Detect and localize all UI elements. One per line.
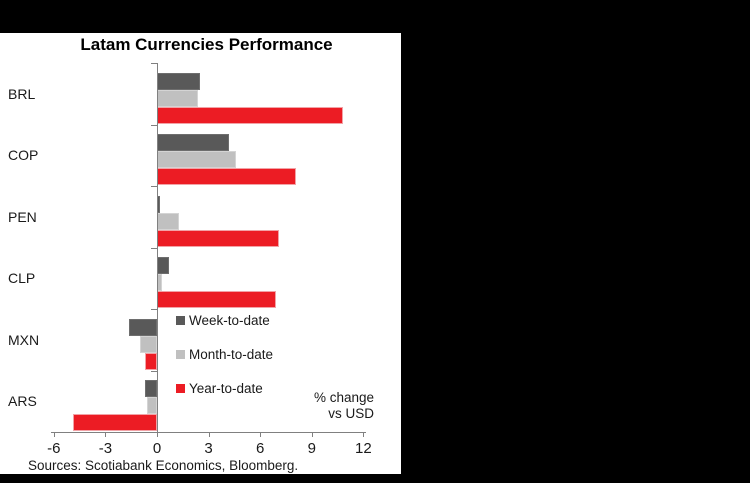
legend-item-week-to-date: Week-to-date bbox=[176, 312, 270, 329]
legend-swatch-year-to-date bbox=[176, 384, 185, 393]
category-label-BRL: BRL bbox=[8, 85, 36, 102]
category-boundary-tick bbox=[151, 370, 157, 372]
x-tick-label-9: 9 bbox=[307, 440, 316, 457]
axis-note-line-1: % change bbox=[313, 390, 374, 405]
bar-COP-year-to-date bbox=[157, 168, 297, 186]
category-label-COP: COP bbox=[8, 147, 39, 164]
bar-CLP-week-to-date bbox=[157, 257, 170, 274]
legend-swatch-month-to-date bbox=[176, 350, 185, 359]
legend-label: Week-to-date bbox=[189, 313, 270, 328]
bar-MXN-week-to-date bbox=[129, 318, 157, 336]
x-tick-label-12: 12 bbox=[355, 440, 372, 457]
bar-ARS-month-to-date bbox=[146, 397, 157, 415]
sources-caption: Sources: Scotiabank Economics, Bloomberg… bbox=[28, 458, 299, 473]
bar-MXN-month-to-date bbox=[139, 335, 157, 353]
category-boundary-tick bbox=[151, 247, 157, 249]
bar-PEN-month-to-date bbox=[157, 212, 180, 230]
bar-PEN-year-to-date bbox=[157, 229, 280, 247]
axis-note-line-2: vs USD bbox=[328, 406, 374, 421]
axis-note: % change vs USD bbox=[314, 390, 374, 422]
x-tick-label--6: -6 bbox=[47, 440, 61, 457]
bar-ARS-week-to-date bbox=[144, 380, 157, 397]
legend-swatch-week-to-date bbox=[176, 316, 185, 325]
x-axis-tick bbox=[105, 432, 107, 437]
category-boundary-tick bbox=[151, 309, 157, 310]
legend-item-year-to-date: Year-to-date bbox=[176, 380, 263, 397]
x-axis-tick bbox=[311, 432, 313, 437]
bar-BRL-month-to-date bbox=[157, 89, 199, 107]
bar-CLP-year-to-date bbox=[157, 291, 276, 309]
bar-BRL-year-to-date bbox=[157, 106, 343, 124]
x-tick-label-3: 3 bbox=[204, 440, 213, 457]
category-boundary-tick bbox=[151, 186, 157, 187]
legend-label: Year-to-date bbox=[189, 381, 263, 396]
bar-ARS-year-to-date bbox=[72, 414, 157, 432]
chart-title: Latam Currencies Performance bbox=[80, 35, 333, 54]
category-boundary-tick bbox=[151, 63, 157, 64]
plot-area: BRL COP PEN CLP MXN ARS -6 -3 0 3 6 9 12 bbox=[0, 33, 401, 474]
x-axis-tick bbox=[363, 432, 365, 437]
bar-COP-week-to-date bbox=[157, 134, 230, 151]
chart-panel: Latam Currencies Performance BRL COP PEN CL… bbox=[0, 33, 401, 474]
x-axis-tick bbox=[157, 432, 158, 437]
legend-item-month-to-date: Month-to-date bbox=[176, 346, 273, 363]
category-boundary-tick bbox=[151, 124, 157, 126]
category-label-CLP: CLP bbox=[8, 270, 36, 287]
x-axis-tick bbox=[208, 432, 210, 437]
bar-MXN-year-to-date bbox=[144, 352, 157, 370]
bar-BRL-week-to-date bbox=[157, 72, 200, 90]
legend-label: Month-to-date bbox=[189, 347, 274, 362]
x-axis-tick bbox=[53, 432, 55, 437]
x-axis-tick bbox=[260, 432, 262, 437]
x-tick-label-6: 6 bbox=[256, 440, 265, 457]
x-tick-label-0: 0 bbox=[152, 440, 162, 457]
x-tick-label--3: -3 bbox=[98, 440, 113, 457]
zero-axis-line bbox=[157, 63, 158, 432]
category-label-PEN: PEN bbox=[8, 208, 37, 225]
bar-COP-month-to-date bbox=[157, 151, 237, 169]
category-label-ARS: ARS bbox=[8, 393, 37, 410]
category-label-MXN: MXN bbox=[8, 331, 40, 348]
